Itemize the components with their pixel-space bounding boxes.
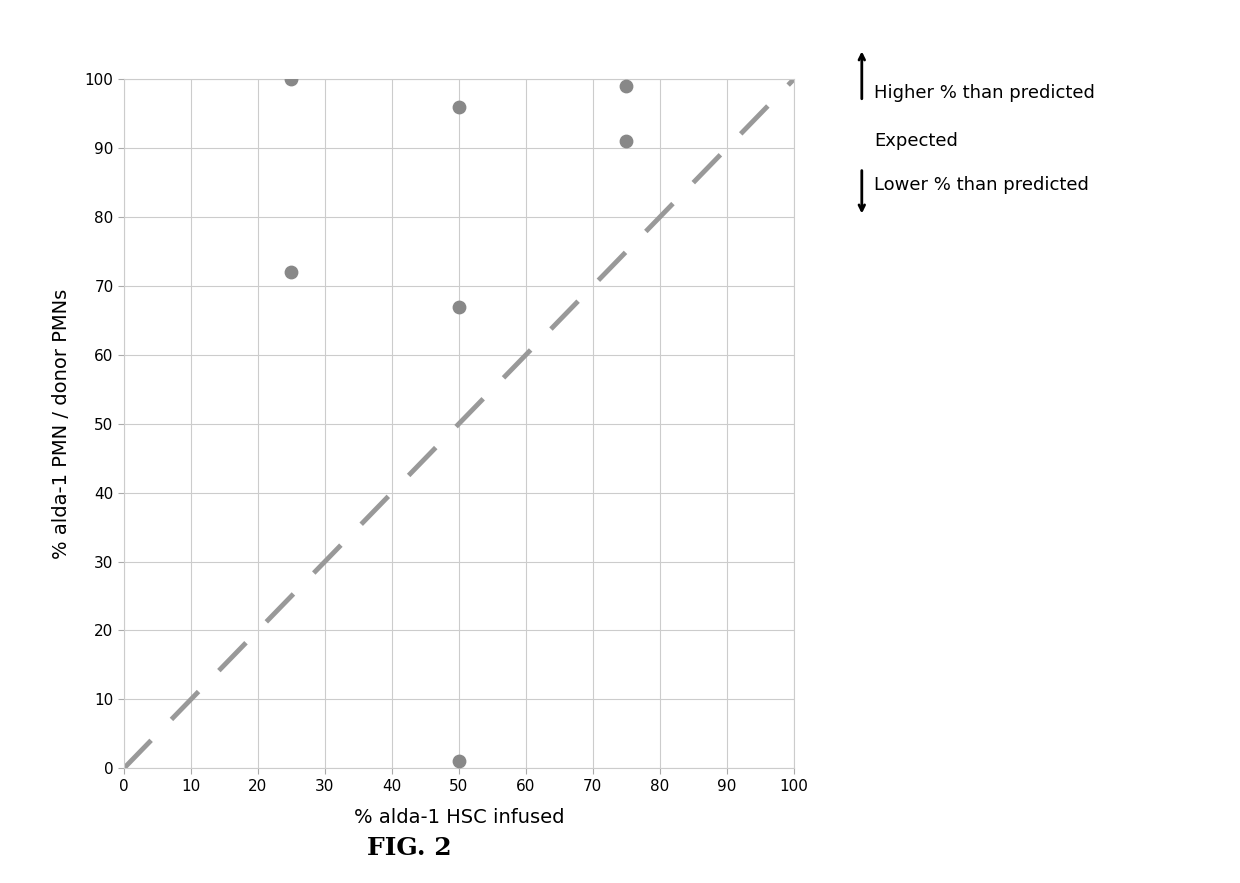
Point [616, 134, 636, 148]
Y-axis label: % alda-1 PMN / donor PMNs: % alda-1 PMN / donor PMNs [52, 289, 71, 559]
Point [281, 265, 301, 279]
Text: Higher % than predicted: Higher % than predicted [874, 84, 1095, 102]
Point [616, 79, 636, 94]
Point [449, 754, 469, 768]
Text: Lower % than predicted: Lower % than predicted [874, 177, 1089, 194]
Point [449, 100, 469, 114]
Text: FIG. 2: FIG. 2 [367, 835, 451, 860]
Text: Expected: Expected [874, 132, 959, 150]
X-axis label: % alda-1 HSC infused: % alda-1 HSC infused [353, 808, 564, 826]
Point [281, 72, 301, 87]
Point [449, 299, 469, 313]
